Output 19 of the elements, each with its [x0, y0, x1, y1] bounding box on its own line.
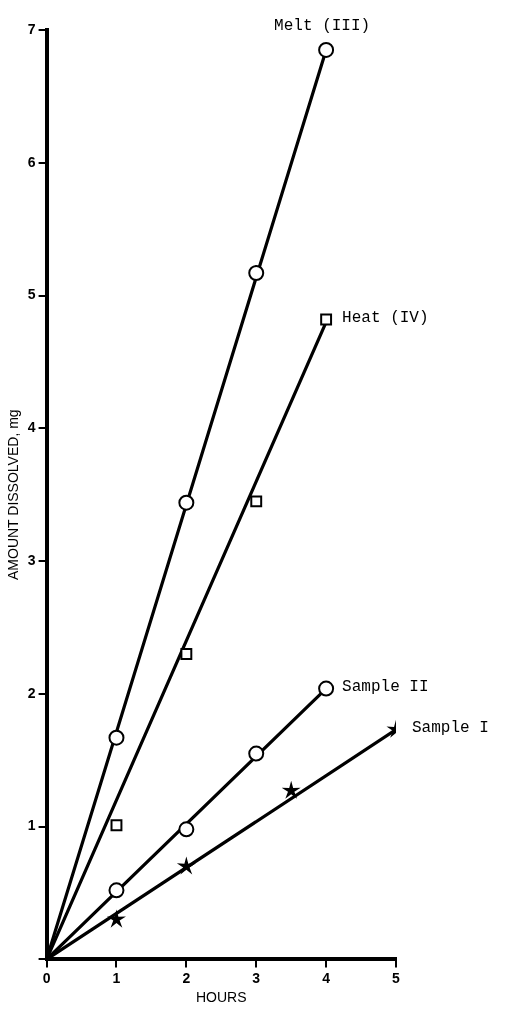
series-label: Heat (IV)	[342, 308, 429, 327]
x-tick-label: 5	[392, 969, 401, 986]
y-axis-title: AMOUNT DISSOLVED, mg	[5, 409, 22, 581]
x-tick-label: 4	[322, 969, 331, 986]
x-tick-label: 0	[42, 969, 51, 986]
y-tick-label: 7	[27, 20, 36, 37]
x-tick-label: 3	[252, 969, 261, 986]
x-axis-title: HOURS	[196, 989, 247, 1006]
y-tick-label: 2	[27, 684, 36, 701]
y-tick-label: 4	[27, 419, 36, 436]
y-tick-label: 5	[27, 286, 36, 303]
x-tick-label: 2	[182, 969, 191, 986]
x-tick-label: 1	[112, 969, 121, 986]
y-tick-label: 1	[27, 817, 36, 834]
series-label: Melt (III)	[274, 17, 371, 36]
series-label: Sample II	[342, 677, 429, 696]
y-tick-label: 3	[27, 551, 36, 568]
y-tick-label: 6	[27, 153, 36, 170]
series-label: Sample I	[412, 718, 489, 737]
